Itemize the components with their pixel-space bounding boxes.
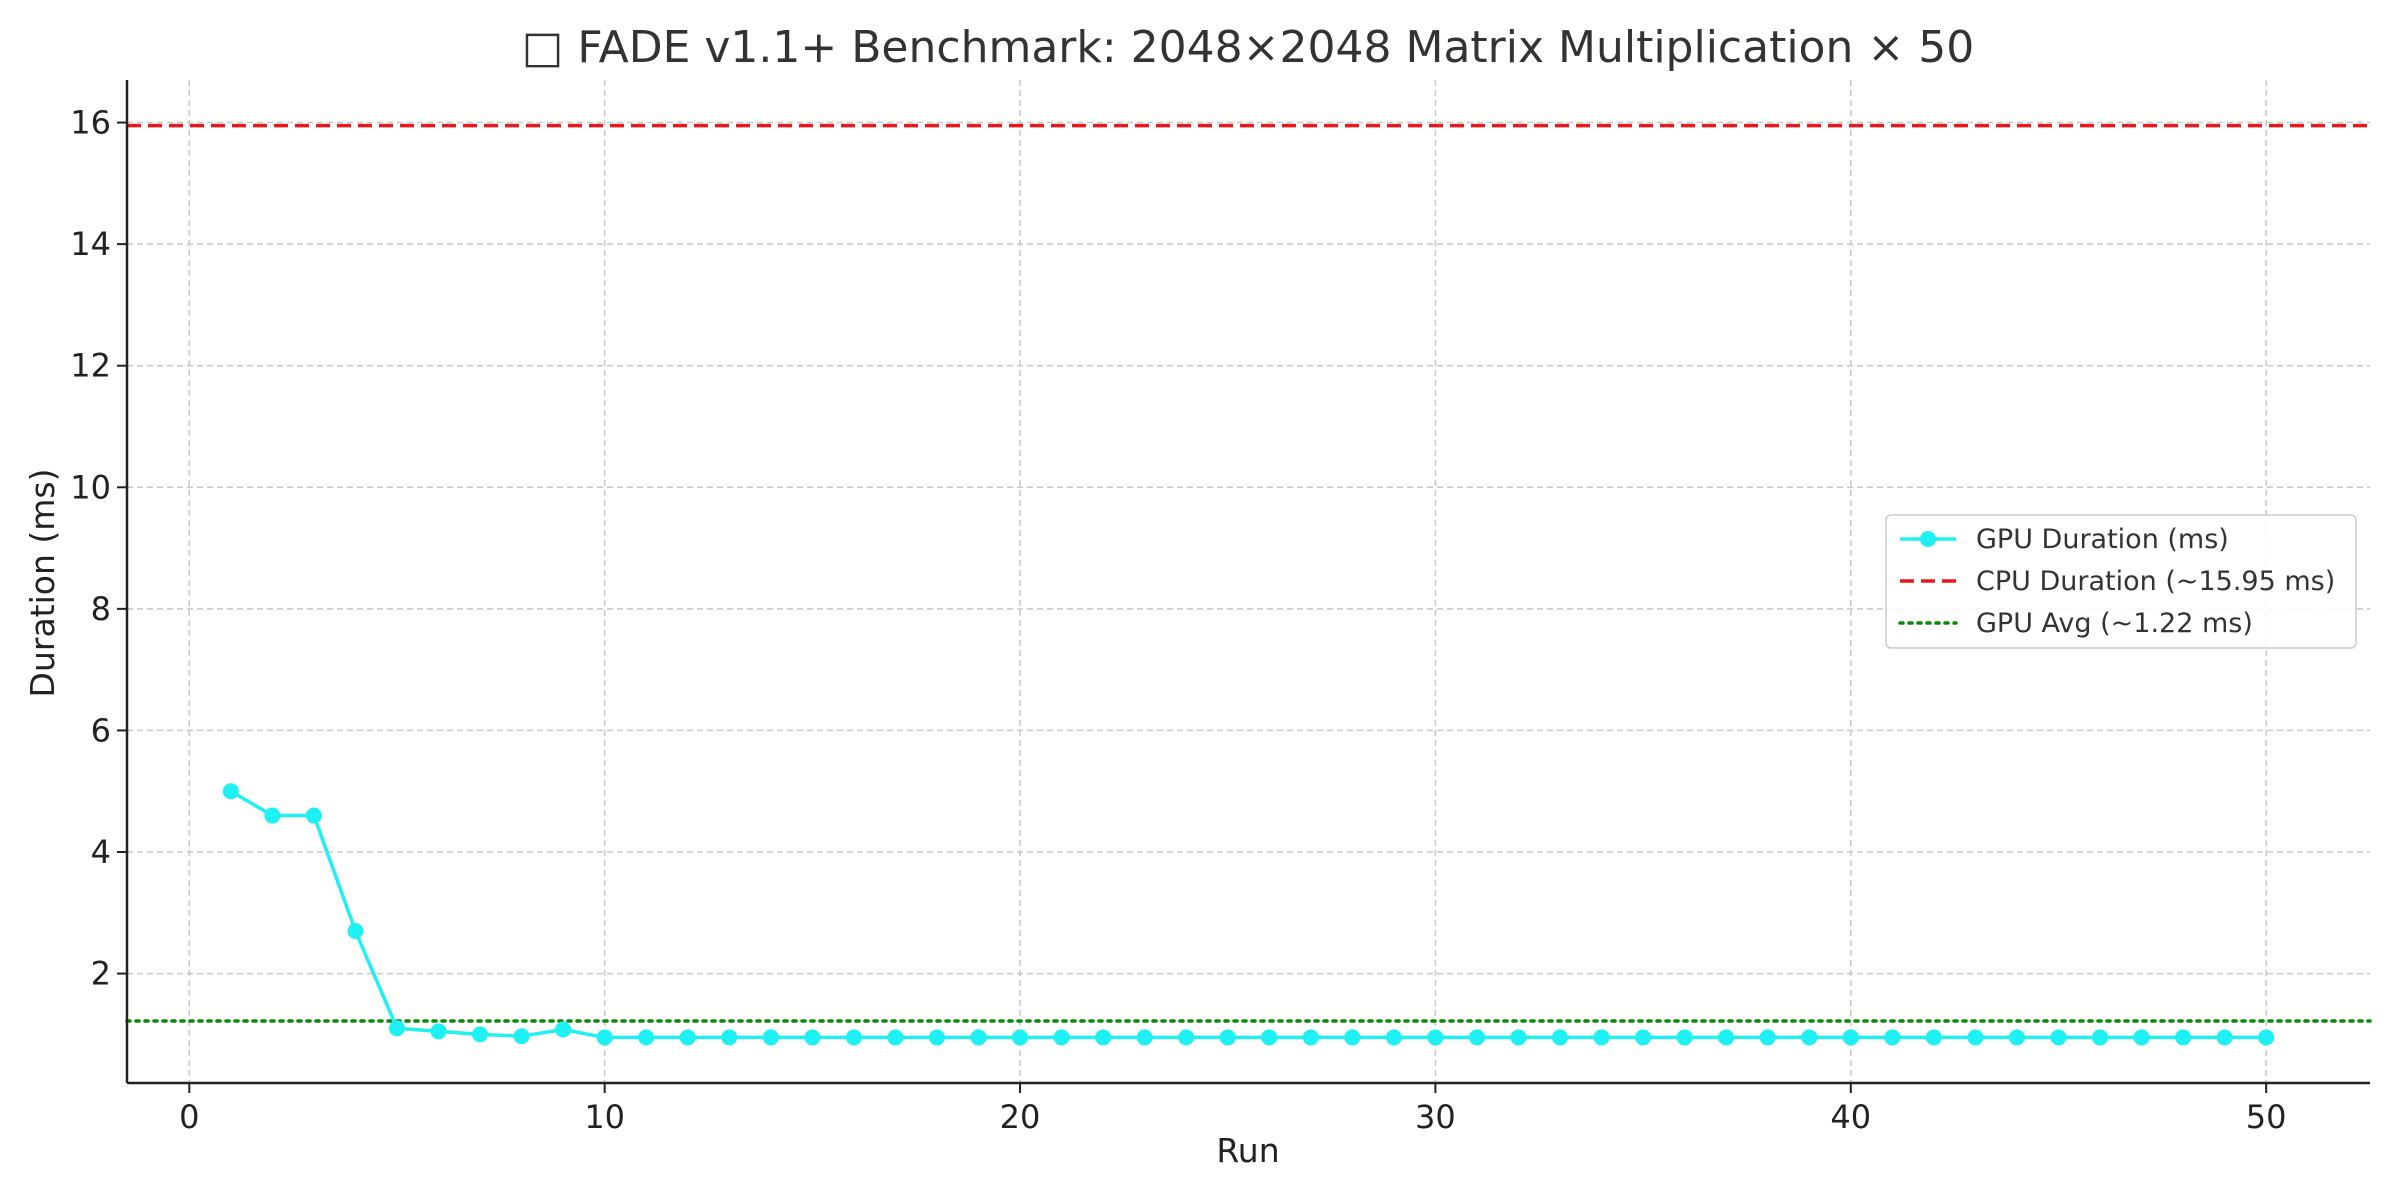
series-layer <box>222 783 2275 1046</box>
gpu-duration-point <box>970 1029 987 1046</box>
gpu-duration-point <box>1136 1029 1153 1046</box>
y-tick-label: 8 <box>91 590 111 628</box>
x-tick-label: 0 <box>179 1098 199 1136</box>
gpu-duration-point <box>1718 1029 1735 1046</box>
gpu-duration-point <box>1302 1029 1319 1046</box>
gpu-duration-point <box>2133 1029 2150 1046</box>
gpu-duration-point <box>222 783 239 800</box>
legend: GPU Duration (ms) CPU Duration (~15.95 ms… <box>1885 514 2357 649</box>
legend-entry-label: GPU Avg (~1.22 ms) <box>1976 608 2253 639</box>
grid-layer <box>127 80 2370 1083</box>
gpu-duration-point <box>2092 1029 2109 1046</box>
legend-entry-label: GPU Duration (ms) <box>1976 524 2229 555</box>
gpu-duration-point <box>1095 1029 1112 1046</box>
x-tick-label: 20 <box>1000 1098 1041 1136</box>
gpu-duration-point <box>430 1023 447 1040</box>
gpu-duration-point <box>388 1020 405 1037</box>
gpu-duration-point <box>845 1029 862 1046</box>
legend-marker-gpu-duration <box>1920 531 1936 547</box>
y-tick-label: 4 <box>91 833 111 871</box>
legend-frame <box>1885 514 2357 649</box>
gpu-duration-point <box>305 807 322 824</box>
gpu-duration-point <box>347 923 364 940</box>
gpu-duration-point <box>1967 1029 1984 1046</box>
gpu-duration-point <box>472 1026 489 1043</box>
gpu-duration-point <box>1510 1029 1527 1046</box>
gpu-duration-point <box>2216 1029 2233 1046</box>
gpu-duration-point <box>513 1028 530 1045</box>
gpu-duration-point <box>1801 1029 1818 1046</box>
gpu-duration-point <box>1593 1029 1610 1046</box>
gpu-duration-point <box>1261 1029 1278 1046</box>
y-tick-label: 6 <box>91 711 111 749</box>
gpu-duration-point <box>1759 1029 1776 1046</box>
gpu-duration-point <box>1842 1029 1859 1046</box>
ticks-layer: 0 10 20 30 40 50 2 4 6 8 10 12 14 16 <box>70 104 2286 1136</box>
gpu-duration-point <box>887 1029 904 1046</box>
gpu-duration-point <box>1925 1029 1942 1046</box>
gpu-duration-point <box>928 1029 945 1046</box>
gpu-duration-point <box>1676 1029 1693 1046</box>
reference-lines-layer <box>125 123 2372 1023</box>
x-tick-label: 40 <box>1830 1098 1871 1136</box>
axes-layer <box>125 80 2370 1085</box>
gpu-duration-point <box>2008 1029 2025 1046</box>
x-tick-label: 30 <box>1415 1098 1456 1136</box>
gpu-duration-point <box>1344 1029 1361 1046</box>
y-tick-label: 16 <box>70 104 111 142</box>
y-axis-label: Duration (ms) <box>23 469 62 698</box>
gpu-duration-point <box>638 1029 655 1046</box>
gpu-duration-point <box>2258 1029 2275 1046</box>
gpu-duration-point <box>1178 1029 1195 1046</box>
gpu-duration-point <box>804 1029 821 1046</box>
gpu-duration-point <box>264 807 281 824</box>
x-tick-label: 50 <box>2246 1098 2287 1136</box>
gpu-duration-point <box>1884 1029 1901 1046</box>
gpu-duration-point <box>1012 1029 1029 1046</box>
x-axis-label: Run <box>1216 1131 1279 1170</box>
y-tick-label: 10 <box>70 468 111 506</box>
x-tick-label: 10 <box>584 1098 625 1136</box>
gpu-duration-point <box>1385 1029 1402 1046</box>
y-tick-label: 14 <box>70 225 111 263</box>
gpu-duration-point <box>1468 1029 1485 1046</box>
gpu-duration-point <box>596 1029 613 1046</box>
legend-entry-label: CPU Duration (~15.95 ms) <box>1976 566 2335 597</box>
gpu-duration-point <box>762 1029 779 1046</box>
gpu-duration-point <box>721 1029 738 1046</box>
gpu-duration-point <box>1427 1029 1444 1046</box>
gpu-duration-point <box>1552 1029 1569 1046</box>
gpu-duration-point <box>2050 1029 2067 1046</box>
gpu-duration-point <box>2175 1029 2192 1046</box>
gpu-duration-point <box>1635 1029 1652 1046</box>
gpu-duration-point <box>1053 1029 1070 1046</box>
y-tick-label: 12 <box>70 347 111 385</box>
gpu-duration-point <box>679 1029 696 1046</box>
y-tick-label: 2 <box>91 955 111 993</box>
gpu-duration-point <box>555 1021 572 1038</box>
gpu-duration-point <box>1219 1029 1236 1046</box>
chart-title: □ FADE v1.1+ Benchmark: 2048×2048 Matrix… <box>522 22 1974 73</box>
